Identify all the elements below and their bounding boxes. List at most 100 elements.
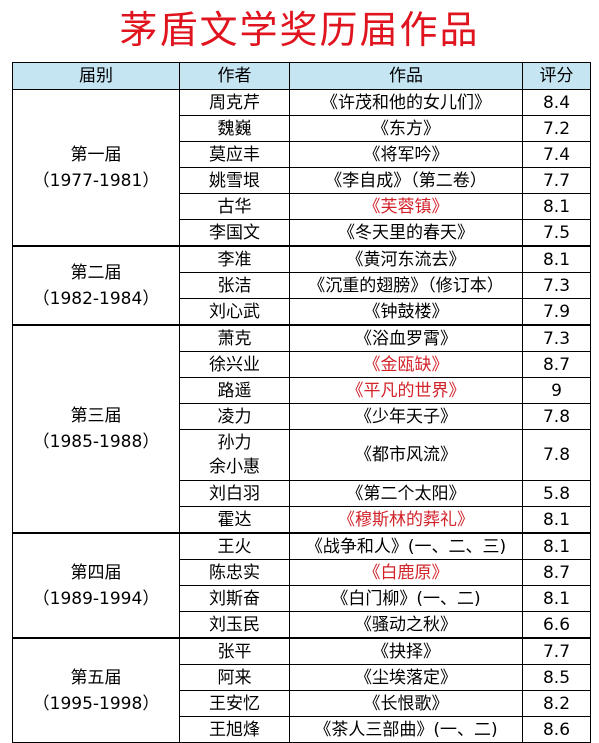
table-row: 王旭烽 《茶人三部曲》(一、二) 8.6 (13, 716, 591, 743)
work-cell: 《黄河东流去》 (289, 245, 523, 273)
work-cell: 《战争和人》(一、二、三) (289, 532, 523, 560)
session-cell: 第五届 （1995-1998） (12, 637, 180, 743)
session-name: 第一届 (70, 144, 122, 165)
work-cell: 《穆斯林的葬礼》 (289, 506, 523, 534)
work-cell: 《茶人三部曲》(一、二) (289, 716, 523, 743)
author-cell: 王旭烽 (179, 716, 290, 743)
author-cell: 王安忆 (179, 690, 290, 717)
session-years: （1989-1994） (32, 588, 160, 609)
table-row: 霍达 《穆斯林的葬礼》 8.1 (13, 506, 591, 534)
score-cell: 8.1 (522, 506, 591, 534)
author-cell: 陈忠实 (179, 559, 290, 586)
work-cell: 《将军吟》 (289, 141, 523, 168)
score-cell: 8.7 (522, 559, 591, 586)
session-years: （1982-1984） (32, 288, 160, 309)
score-cell: 7.9 (522, 298, 591, 326)
score-cell: 8.1 (522, 245, 591, 273)
score-cell: 9 (522, 377, 591, 404)
score-cell: 7.8 (522, 403, 591, 430)
page-title: 茅盾文学奖历届作品 (119, 8, 480, 52)
table-row: 第二届 （1982-1984） 李准 《黄河东流去》 8.1 (12, 245, 591, 326)
session-cell: 第一届 （1977-1981） (12, 89, 180, 247)
score-cell: 8.5 (522, 664, 591, 691)
score-cell: 8.4 (522, 89, 591, 116)
author-cell: 萧克 (179, 324, 290, 352)
work-cell: 《金瓯缺》 (289, 351, 523, 378)
table-row: 第三届 （1985-1988） 萧克 《浴血罗霄》 7.3 (12, 324, 591, 534)
author-name: 余小惠 (209, 457, 260, 477)
score-cell: 8.6 (522, 716, 591, 743)
session-name: 第四届 (70, 562, 122, 583)
author-cell: 李国文 (179, 219, 290, 247)
work-cell: 《浴血罗霄》 (289, 324, 523, 352)
author-cell: 霍达 (179, 506, 290, 534)
work-cell: 《尘埃落定》 (289, 664, 523, 691)
table-row: 第一届 （1977-1981） 周克芹 《许茂和他的女儿们》 8.4 (12, 89, 591, 247)
table-row: 阿来 《尘埃落定》 8.5 (13, 664, 591, 691)
score-cell: 8.1 (522, 585, 591, 612)
header-score: 评分 (522, 62, 591, 90)
score-cell: 8.7 (522, 351, 591, 378)
header-row: 届别 作者 作品 评分 (12, 62, 591, 90)
work-cell: 《骚动之秋》 (289, 611, 523, 639)
work-cell: 《第二个太阳》 (289, 480, 523, 507)
table-row: 刘玉民 《骚动之秋》 6.6 (13, 611, 591, 639)
author-cell: 凌力 (179, 403, 290, 430)
table-body: 第一届 （1977-1981） 周克芹 《许茂和他的女儿们》 8.4 魏巍 《东方》 7.2 莫… (12, 89, 591, 743)
table-row: 第四届 （1989-1994） 王火 《战争和人》(一、二、三) 8.1 (12, 532, 591, 639)
work-cell: 《白鹿原》 (289, 559, 523, 586)
work-cell: 《少年天子》 (289, 403, 523, 430)
author-cell: 路遥 (179, 377, 290, 404)
work-cell: 《都市风流》 (289, 429, 523, 481)
table-row: 路遥 《平凡的世界》 9 (13, 377, 591, 404)
work-cell: 《芙蓉镇》 (289, 193, 523, 220)
author-cell: 刘玉民 (179, 611, 290, 639)
work-cell: 《抉择》 (289, 637, 523, 665)
score-cell: 8.1 (522, 193, 591, 220)
header-author: 作者 (179, 62, 290, 90)
table-row: 徐兴业 《金瓯缺》 8.7 (13, 351, 591, 378)
score-cell: 5.8 (522, 480, 591, 507)
author-cell: 魏巍 (179, 115, 290, 142)
work-cell: 《许茂和他的女儿们》 (289, 89, 523, 116)
score-cell: 8.2 (522, 690, 591, 717)
work-cell: 《沉重的翅膀》（修订本） (289, 272, 523, 299)
table-row: 第五届 （1995-1998） 张平 《抉择》 7.7 (12, 637, 591, 743)
author-cell: 徐兴业 (179, 351, 290, 378)
table-row: 刘心武 《钟鼓楼》 7.9 (13, 298, 591, 326)
table-row: 李国文 《冬天里的春天》 7.5 (13, 219, 591, 247)
score-cell: 7.7 (522, 637, 591, 665)
score-cell: 7.7 (522, 167, 591, 194)
work-cell: 《长恨歌》 (289, 690, 523, 717)
author-cell: 张平 (179, 637, 290, 665)
author-cell: 刘心武 (179, 298, 290, 326)
author-cell: 孙力 余小惠 (179, 429, 290, 481)
score-cell: 7.3 (522, 324, 591, 352)
author-cell: 阿来 (179, 664, 290, 691)
awards-table: 届别 作者 作品 评分 第一届 （1977-1981） 周克芹 《许茂和他的女儿们》 8… (12, 62, 591, 743)
author-name: 孙力 (217, 433, 252, 453)
table-row: 魏巍 《东方》 7.2 (13, 115, 591, 142)
score-cell: 7.2 (522, 115, 591, 142)
work-cell: 《东方》 (289, 115, 523, 142)
table-row: 孙力 余小惠 《都市风流》 7.8 (13, 429, 591, 481)
score-cell: 7.3 (522, 272, 591, 299)
session-years: （1977-1981） (32, 170, 160, 191)
author-cell: 张洁 (179, 272, 290, 299)
score-cell: 7.5 (522, 219, 591, 247)
table-row: 莫应丰 《将军吟》 7.4 (13, 141, 591, 168)
author-cell: 姚雪垠 (179, 167, 290, 194)
author-cell: 莫应丰 (179, 141, 290, 168)
session-name: 第二届 (70, 262, 122, 283)
session-cell: 第三届 （1985-1988） (12, 324, 180, 534)
session-cell: 第二届 （1982-1984） (12, 245, 180, 326)
work-cell: 《钟鼓楼》 (289, 298, 523, 326)
table-row: 刘白羽 《第二个太阳》 5.8 (13, 480, 591, 507)
score-cell: 7.4 (522, 141, 591, 168)
work-cell: 《李自成》（第二卷） (289, 167, 523, 194)
author-cell: 古华 (179, 193, 290, 220)
header-work: 作品 (289, 62, 523, 90)
session-name: 第五届 (70, 667, 122, 688)
table-row: 姚雪垠 《李自成》（第二卷） 7.7 (13, 167, 591, 194)
session-name: 第三届 (70, 406, 122, 426)
